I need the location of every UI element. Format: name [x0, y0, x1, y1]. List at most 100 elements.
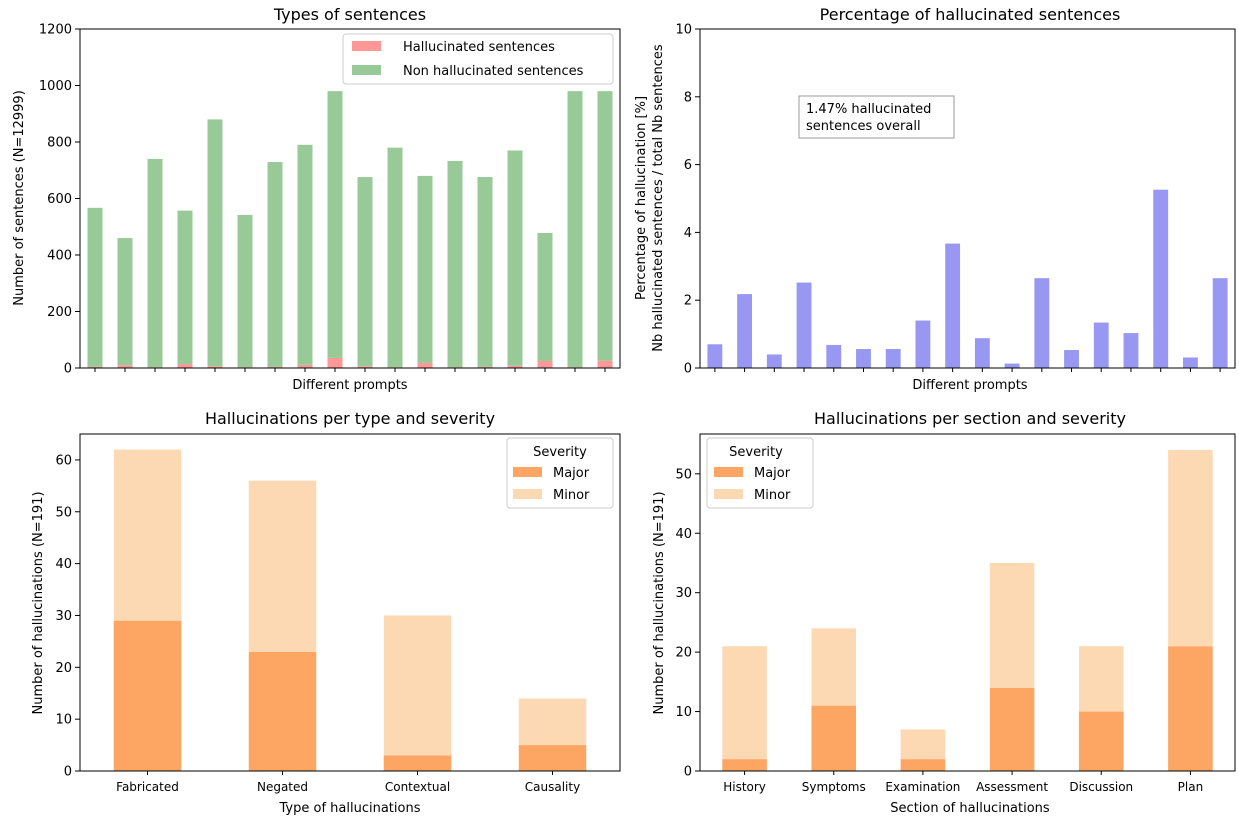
chart2-ylabel-secondary: Nb hallucinated sentences / total Nb sen…	[651, 44, 666, 352]
bar-percentage	[766, 354, 782, 368]
bar-hallucinated	[357, 366, 373, 368]
legend-label-non-hallucinated: Non hallucinated sentences	[403, 64, 584, 79]
legend4-swatch-major	[714, 467, 743, 477]
legend-swatch-hallucinated	[352, 41, 381, 51]
x-tick-label: Plan	[1178, 780, 1204, 794]
chart4-ylabel: Number of hallucinations (N=191)	[652, 491, 667, 714]
y-tick-label: 800	[47, 136, 72, 151]
chart3-title: Hallucinations per type and severity	[205, 409, 495, 428]
y-tick-label: 20	[675, 646, 692, 661]
bar-non-hallucinated	[177, 210, 193, 365]
bar-hallucinated	[417, 362, 433, 368]
y-tick-label: 50	[675, 467, 692, 482]
bar-major	[248, 651, 317, 771]
bar-minor	[248, 480, 317, 652]
bar-minor	[989, 562, 1035, 688]
legend3-swatch-major	[513, 467, 542, 477]
legend-swatch-non-hallucinated	[352, 65, 381, 75]
bar-percentage	[974, 338, 990, 368]
y-tick-label: 30	[675, 586, 692, 601]
bar-percentage	[737, 294, 753, 368]
bar-percentage	[1093, 322, 1109, 368]
y-tick-label: 0	[684, 765, 692, 780]
y-tick-label: 40	[55, 557, 72, 572]
x-tick-label: Discussion	[1069, 780, 1133, 794]
y-tick-label: 10	[675, 23, 692, 38]
y-tick-label: 50	[55, 505, 72, 520]
bar-non-hallucinated	[267, 162, 283, 367]
bar-non-hallucinated	[207, 119, 223, 367]
y-tick-label: 30	[55, 609, 72, 624]
bar-hallucinated	[597, 360, 613, 368]
bar-major	[1078, 711, 1124, 771]
chart4-legend: Severity Major Minor	[706, 437, 814, 509]
annotation-line-1: 1.47% hallucinated	[806, 102, 931, 117]
chart-percentage-hallucinated: Percentage of hallucinated sentences Dif…	[634, 5, 1236, 393]
y-tick-label: 1000	[39, 79, 72, 94]
bar-minor	[1078, 646, 1124, 712]
bar-minor	[383, 615, 452, 756]
y-tick-label: 4	[684, 226, 692, 241]
bar-hallucinated	[297, 364, 313, 368]
bar-non-hallucinated	[147, 158, 163, 368]
bar-major	[1168, 646, 1213, 771]
bar-non-hallucinated	[537, 232, 553, 361]
y-tick-label: 0	[684, 362, 692, 377]
bar-percentage	[1153, 189, 1169, 368]
bar-major	[722, 759, 767, 771]
bar-minor	[722, 646, 767, 760]
bar-non-hallucinated	[417, 175, 433, 363]
y-tick-label: 400	[47, 249, 72, 264]
chart1-legend: Hallucinated sentences Non hallucinated …	[342, 33, 614, 85]
bar-minor	[518, 698, 587, 746]
bar-non-hallucinated	[597, 91, 613, 361]
bar-hallucinated	[117, 365, 133, 368]
legend-label-hallucinated: Hallucinated sentences	[403, 40, 555, 55]
bar-percentage	[945, 243, 961, 368]
bar-non-hallucinated	[477, 177, 493, 367]
y-tick-label: 10	[675, 705, 692, 720]
y-tick-label: 40	[675, 527, 692, 542]
bar-non-hallucinated	[387, 147, 403, 368]
bar-percentage	[1212, 278, 1228, 368]
legend3-label-minor: Minor	[553, 488, 590, 503]
y-tick-label: 10	[55, 713, 72, 728]
y-tick-label: 8	[684, 90, 692, 105]
chart4-xlabel: Section of hallucinations	[890, 801, 1050, 816]
chart4-title: Hallucinations per section and severity	[814, 409, 1126, 428]
bar-hallucinated	[207, 366, 223, 368]
chart2-xlabel: Different prompts	[912, 378, 1027, 393]
bar-non-hallucinated	[447, 160, 463, 368]
bar-hallucinated	[327, 357, 343, 368]
bar-hallucinated	[537, 360, 553, 368]
annotation-line-2: sentences overall	[806, 119, 921, 134]
legend4-title: Severity	[729, 445, 783, 460]
y-tick-label: 2	[684, 294, 692, 309]
bar-percentage	[885, 349, 901, 368]
bar-major	[383, 755, 452, 771]
legend4-swatch-minor	[714, 489, 743, 499]
bar-non-hallucinated	[87, 207, 103, 367]
bar-non-hallucinated	[237, 214, 253, 368]
x-tick-label: History	[723, 780, 766, 794]
x-tick-label: Assessment	[976, 780, 1048, 794]
chart-per-type-severity: Hallucinations per type and severity Typ…	[31, 409, 621, 816]
bar-minor	[900, 729, 946, 760]
legend3-title: Severity	[533, 445, 587, 460]
legend3-swatch-minor	[513, 489, 542, 499]
legend4-label-minor: Minor	[754, 488, 791, 503]
chart2-frame	[699, 28, 1236, 369]
y-tick-label: 0	[64, 362, 72, 377]
chart3-legend: Severity Major Minor	[506, 437, 614, 509]
bar-hallucinated	[177, 364, 193, 368]
bar-non-hallucinated	[297, 144, 313, 365]
bar-non-hallucinated	[357, 177, 373, 367]
chart1-xlabel: Different prompts	[292, 378, 407, 393]
chart2-annotation-box: 1.47% hallucinated sentences overall	[798, 95, 955, 139]
chart2-title: Percentage of hallucinated sentences	[820, 5, 1121, 24]
y-tick-label: 60	[55, 453, 72, 468]
y-tick-label: 600	[47, 192, 72, 207]
chart1-ylabel: Number of sentences (N=12999)	[12, 90, 27, 306]
chart-per-section-severity: Hallucinations per section and severity …	[652, 409, 1236, 816]
